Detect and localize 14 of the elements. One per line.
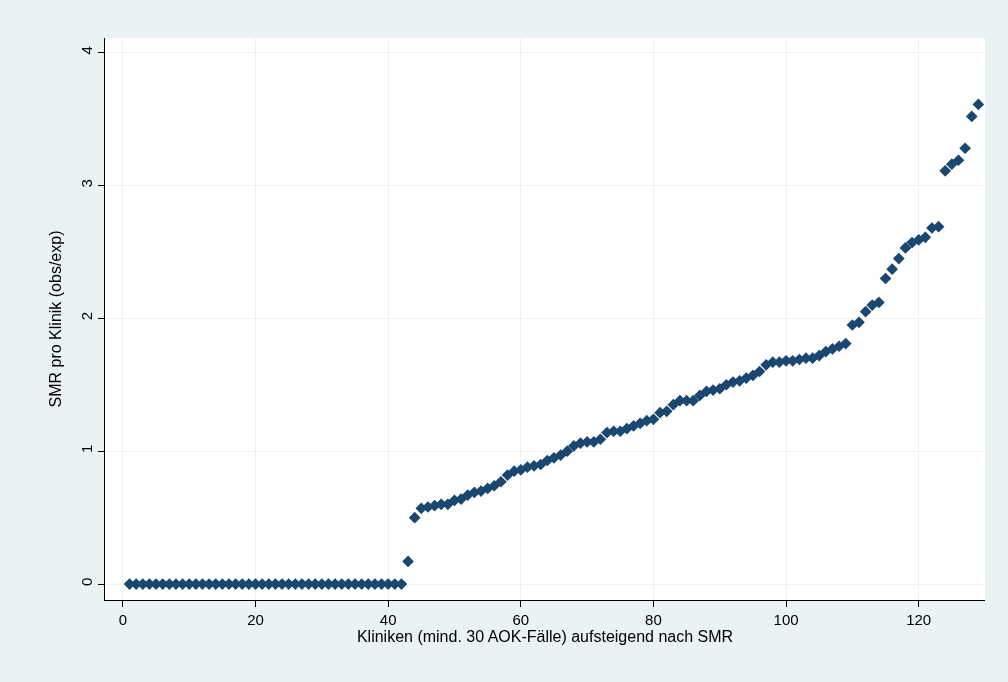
x-tick-label: 100 [773, 611, 799, 628]
x-tick-label: 20 [247, 611, 264, 628]
y-tick-label: 0 [78, 577, 95, 586]
y-tick-label: 2 [78, 311, 95, 321]
y-tick-label: 3 [78, 179, 95, 188]
y-axis-title: SMR pro Klinik (obs/exp) [46, 230, 64, 408]
y-tick-label: 1 [78, 444, 95, 454]
x-tick-label: 80 [645, 611, 662, 628]
x-tick-label: 0 [118, 611, 128, 628]
x-axis-title: Kliniken (mind. 30 AOK-Fälle) aufsteigend nach SMR [356, 628, 734, 645]
y-tick-label: 4 [78, 46, 95, 55]
x-tick-label: 40 [379, 611, 397, 628]
x-tick-label: 60 [512, 611, 530, 628]
x-tick-label: 120 [906, 611, 932, 628]
